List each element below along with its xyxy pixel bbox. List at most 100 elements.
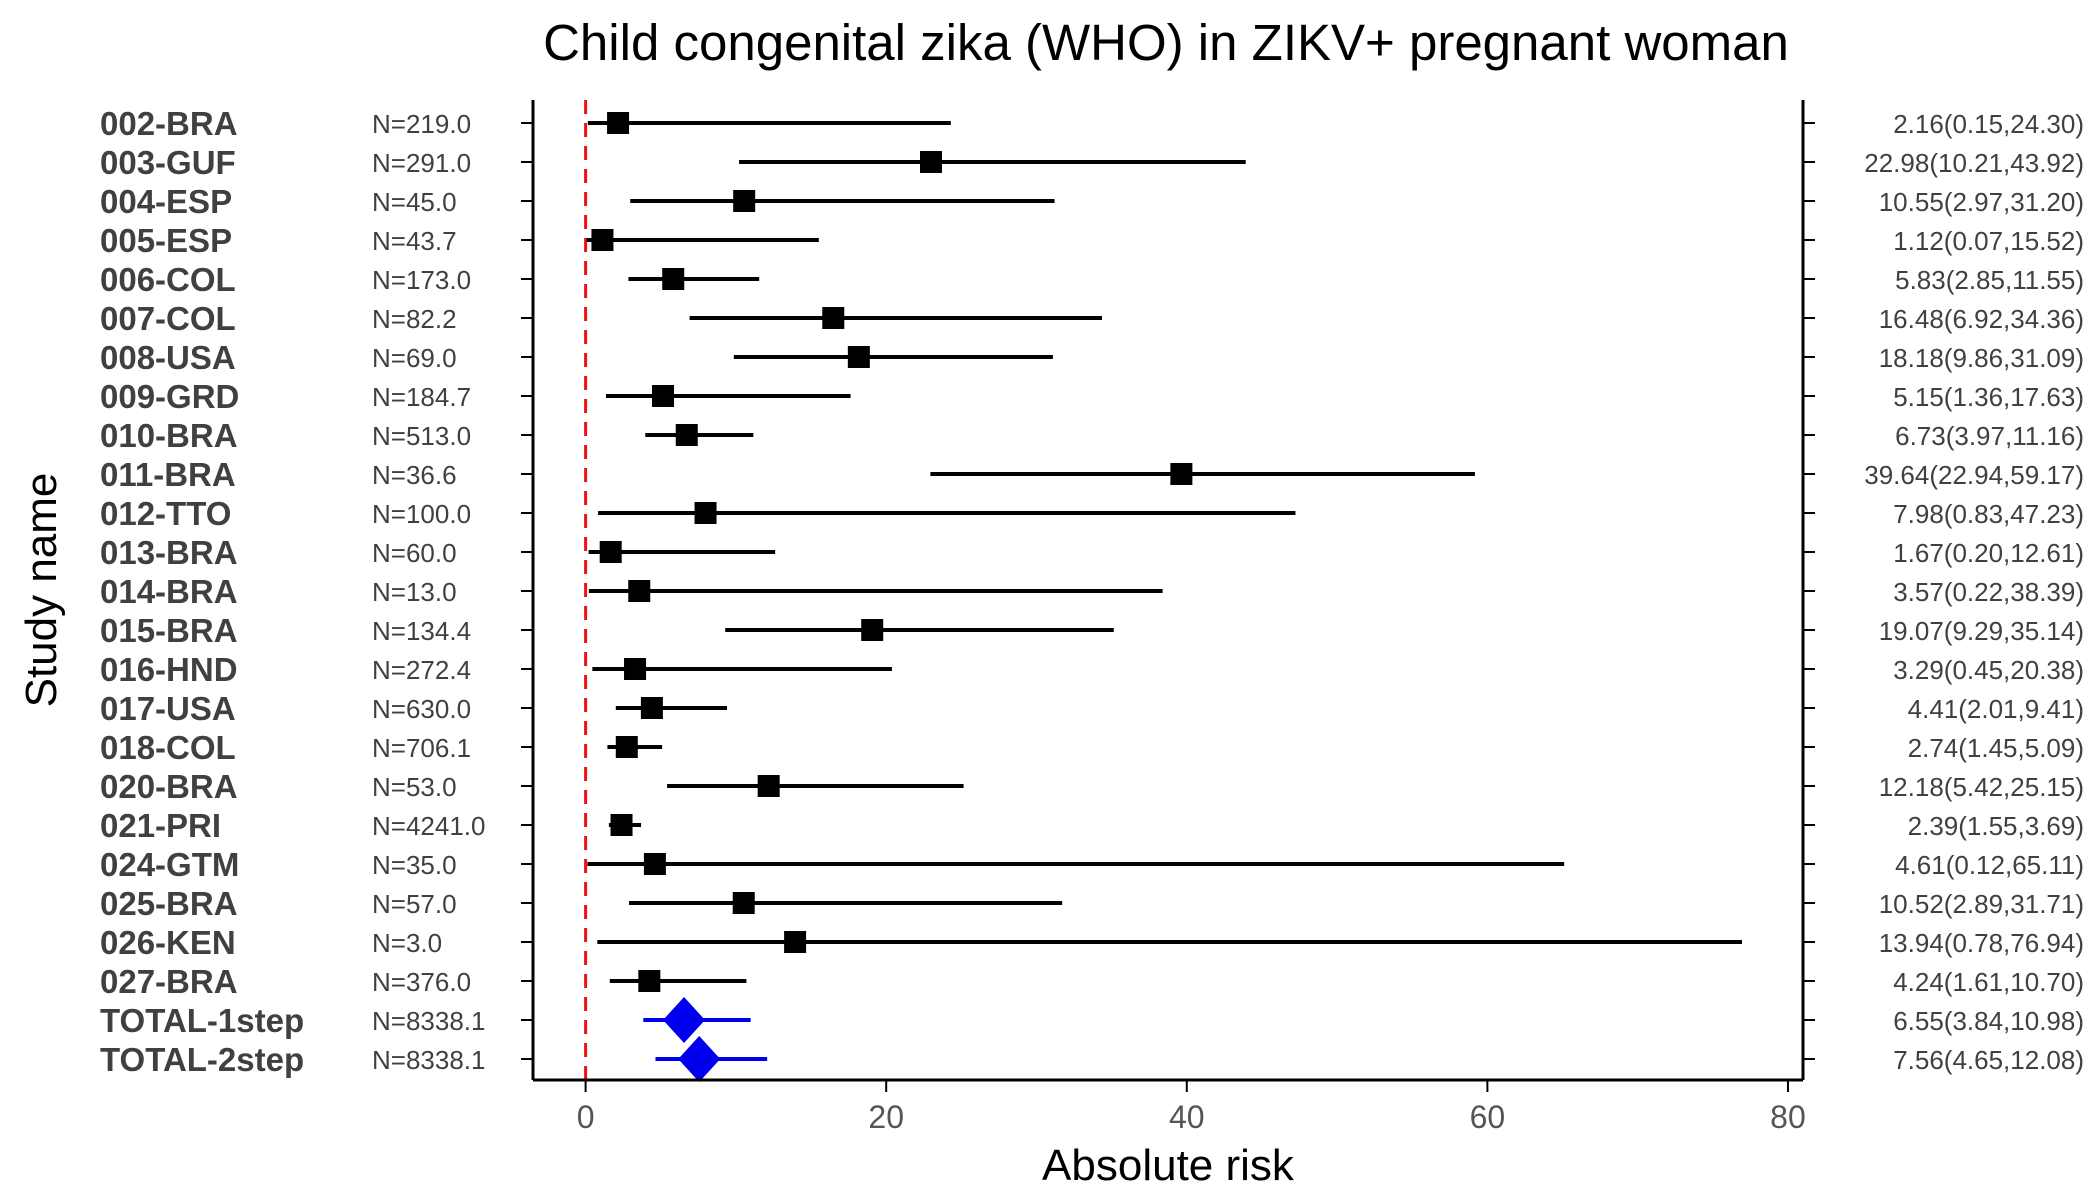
sample-size: N=4241.0 <box>372 811 485 841</box>
study-name: 013-BRA <box>100 534 238 571</box>
sample-size: N=82.2 <box>372 304 457 334</box>
point-estimate <box>847 346 870 368</box>
x-tick-label: 60 <box>1470 1099 1506 1135</box>
estimate-ci-label: 4.41(2.01,9.41) <box>1908 694 2084 724</box>
point-estimate <box>784 931 807 953</box>
x-axis-title: Absolute risk <box>1042 1141 1295 1190</box>
study-name: TOTAL-1step <box>100 1002 304 1039</box>
study-row: 021-PRI N=4241.0 2.39(1.55,3.69) <box>100 807 2084 844</box>
point-estimate <box>599 541 622 563</box>
study-name: 021-PRI <box>100 807 221 844</box>
x-tick-label: 20 <box>868 1099 904 1135</box>
study-name: 011-BRA <box>100 456 236 493</box>
sample-size: N=3.0 <box>372 928 442 958</box>
study-rows: 002-BRA N=219.0 2.16(0.15,24.30) 003-GUF N=2… <box>100 100 2084 1082</box>
study-name: 009-GRD <box>100 378 239 415</box>
estimate-ci-label: 10.55(2.97,31.20) <box>1879 187 2084 217</box>
point-estimate <box>757 775 780 797</box>
study-name: 010-BRA <box>100 417 238 454</box>
point-estimate <box>607 112 630 134</box>
point-estimate <box>652 385 675 407</box>
estimate-ci-label: 3.29(0.45,20.38) <box>1893 655 2084 685</box>
estimate-ci-label: 4.61(0.12,65.11) <box>1895 850 2084 880</box>
estimate-ci-label: 19.07(9.29,35.14) <box>1879 616 2084 646</box>
study-name: 024-GTM <box>100 846 239 883</box>
sample-size: N=53.0 <box>372 772 457 802</box>
estimate-ci-label: 7.56(4.65,12.08) <box>1893 1045 2084 1075</box>
point-estimate <box>732 892 755 914</box>
study-row: 010-BRA N=513.0 6.73(3.97,11.16) <box>100 417 2084 454</box>
study-row: 012-TTO N=100.0 7.98(0.83,47.23) <box>100 495 2084 532</box>
study-name: 006-COL <box>100 261 236 298</box>
study-row: 027-BRA N=376.0 4.24(1.61,10.70) <box>100 963 2084 1000</box>
study-name: 014-BRA <box>100 573 238 610</box>
study-row: 014-BRA N=13.0 3.57(0.22,38.39) <box>100 573 2084 610</box>
study-name: 003-GUF <box>100 144 236 181</box>
study-row: 006-COL N=173.0 5.83(2.85,11.55) <box>100 261 2084 298</box>
point-estimate <box>610 814 633 836</box>
estimate-ci-label: 6.55(3.84,10.98) <box>1893 1006 2084 1036</box>
study-name: TOTAL-2step <box>100 1041 304 1078</box>
sample-size: N=100.0 <box>372 499 471 529</box>
study-row: 016-HND N=272.4 3.29(0.45,20.38) <box>100 651 2084 688</box>
point-estimate <box>643 853 666 875</box>
point-estimate <box>861 619 884 641</box>
study-name: 004-ESP <box>100 183 232 220</box>
estimate-ci-label: 2.39(1.55,3.69) <box>1908 811 2084 841</box>
sample-size: N=43.7 <box>372 226 457 256</box>
estimate-ci-label: 1.67(0.20,12.61) <box>1893 538 2084 568</box>
point-estimate <box>733 190 756 212</box>
study-name: 015-BRA <box>100 612 238 649</box>
total-row: TOTAL-2step N=8338.1 7.56(4.65,12.08) <box>100 1036 2084 1082</box>
sample-size: N=291.0 <box>372 148 471 178</box>
estimate-ci-label: 12.18(5.42,25.15) <box>1879 772 2084 802</box>
point-estimate <box>822 307 845 329</box>
point-estimate <box>624 658 647 680</box>
point-estimate <box>640 697 663 719</box>
point-estimate <box>591 229 614 251</box>
estimate-ci-label: 5.83(2.85,11.55) <box>1895 265 2084 295</box>
study-row: 025-BRA N=57.0 10.52(2.89,31.71) <box>100 885 2084 922</box>
study-name: 025-BRA <box>100 885 238 922</box>
total-row: TOTAL-1step N=8338.1 6.55(3.84,10.98) <box>100 997 2084 1043</box>
study-row: 009-GRD N=184.7 5.15(1.36,17.63) <box>100 378 2084 415</box>
point-estimate <box>694 502 717 524</box>
point-estimate <box>662 268 685 290</box>
study-row: 008-USA N=69.0 18.18(9.86,31.09) <box>100 339 2084 376</box>
x-tick-label: 40 <box>1169 1099 1205 1135</box>
estimate-ci-label: 10.52(2.89,31.71) <box>1879 889 2084 919</box>
sample-size: N=219.0 <box>372 109 471 139</box>
sample-size: N=513.0 <box>372 421 471 451</box>
sample-size: N=13.0 <box>372 577 457 607</box>
study-row: 005-ESP N=43.7 1.12(0.07,15.52) <box>100 222 2084 259</box>
study-name: 005-ESP <box>100 222 232 259</box>
study-row: 003-GUF N=291.0 22.98(10.21,43.92) <box>100 144 2084 181</box>
x-axis-ticks: 0 20 40 60 80 <box>577 1080 1806 1135</box>
point-estimate <box>628 580 651 602</box>
sample-size: N=57.0 <box>372 889 457 919</box>
sample-size: N=35.0 <box>372 850 457 880</box>
sample-size: N=8338.1 <box>372 1045 485 1075</box>
study-name: 007-COL <box>100 300 236 337</box>
pooled-estimate-diamond <box>678 1036 721 1082</box>
estimate-ci-label: 4.24(1.61,10.70) <box>1893 967 2084 997</box>
x-tick-label: 0 <box>577 1099 595 1135</box>
estimate-ci-label: 13.94(0.78,76.94) <box>1879 928 2084 958</box>
sample-size: N=69.0 <box>372 343 457 373</box>
sample-size: N=60.0 <box>372 538 457 568</box>
point-estimate <box>615 736 638 758</box>
y-axis-title: Study name <box>17 473 66 708</box>
sample-size: N=184.7 <box>372 382 471 412</box>
study-name: 018-COL <box>100 729 236 766</box>
estimate-ci-label: 1.12(0.07,15.52) <box>1893 226 2084 256</box>
estimate-ci-label: 2.16(0.15,24.30) <box>1893 109 2084 139</box>
sample-size: N=706.1 <box>372 733 471 763</box>
study-row: 013-BRA N=60.0 1.67(0.20,12.61) <box>100 534 2084 571</box>
sample-size: N=134.4 <box>372 616 471 646</box>
sample-size: N=630.0 <box>372 694 471 724</box>
sample-size: N=173.0 <box>372 265 471 295</box>
sample-size: N=272.4 <box>372 655 471 685</box>
sample-size: N=36.6 <box>372 460 457 490</box>
study-name: 008-USA <box>100 339 236 376</box>
